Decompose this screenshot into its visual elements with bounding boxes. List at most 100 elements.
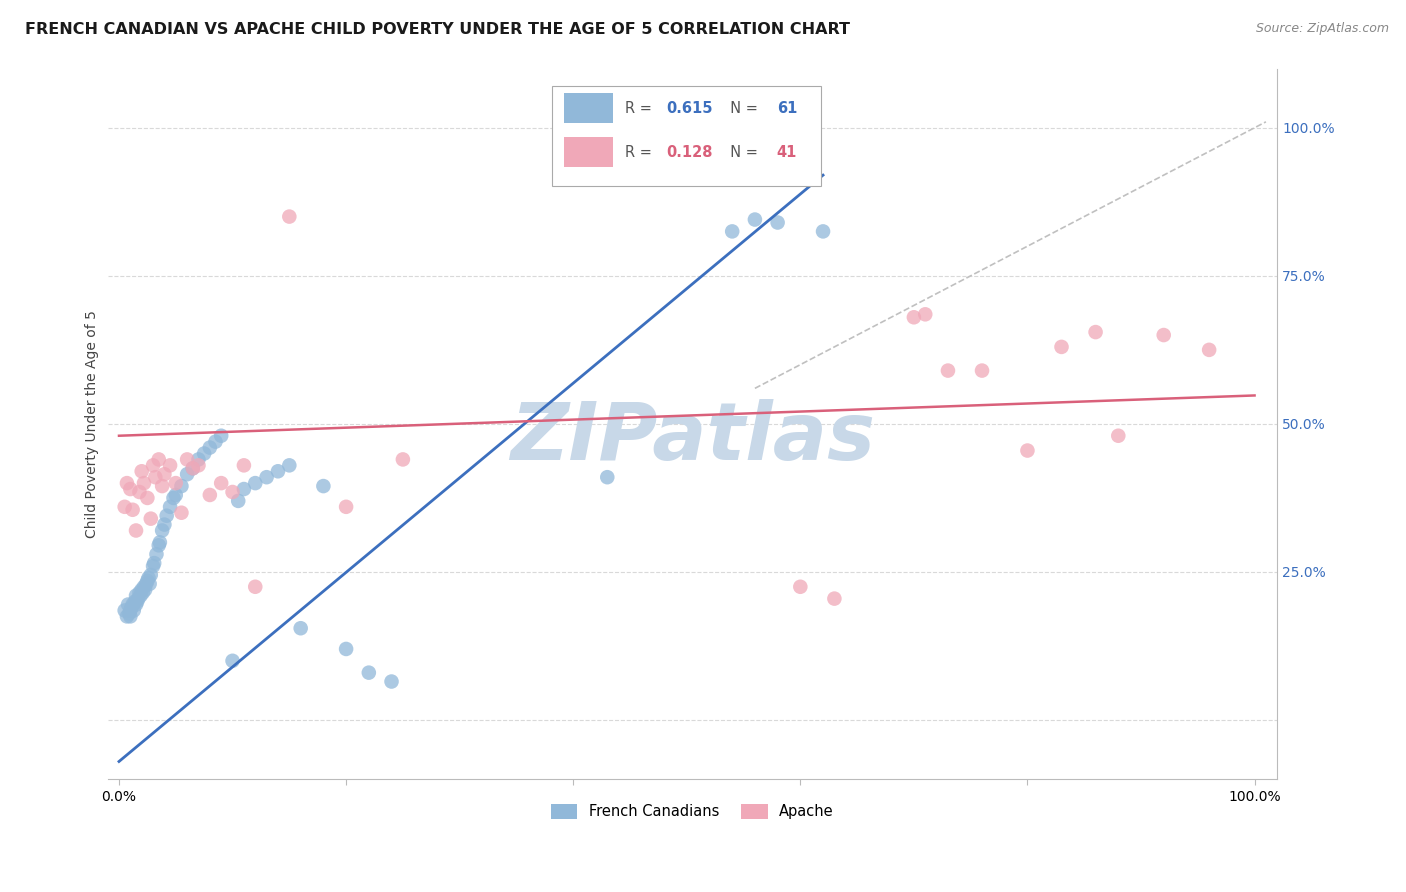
Point bbox=[823, 591, 845, 606]
Point bbox=[136, 574, 159, 588]
Point bbox=[132, 580, 155, 594]
Point bbox=[132, 585, 155, 599]
Point bbox=[198, 441, 221, 455]
Point bbox=[1050, 340, 1073, 354]
Point bbox=[131, 582, 153, 597]
Text: Source: ZipAtlas.com: Source: ZipAtlas.com bbox=[1256, 22, 1389, 36]
Point bbox=[128, 485, 150, 500]
Point bbox=[970, 363, 993, 377]
Point bbox=[335, 500, 357, 514]
Point bbox=[209, 476, 232, 491]
Point bbox=[142, 559, 165, 574]
Point bbox=[125, 598, 148, 612]
Point bbox=[114, 500, 136, 514]
Point bbox=[170, 506, 193, 520]
Point bbox=[198, 488, 221, 502]
Point bbox=[232, 482, 254, 496]
Point bbox=[232, 458, 254, 473]
Point bbox=[142, 458, 165, 473]
Point bbox=[380, 674, 402, 689]
Point bbox=[1107, 428, 1129, 442]
Text: FRENCH CANADIAN VS APACHE CHILD POVERTY UNDER THE AGE OF 5 CORRELATION CHART: FRENCH CANADIAN VS APACHE CHILD POVERTY … bbox=[25, 22, 851, 37]
Point bbox=[150, 479, 173, 493]
Text: 0.128: 0.128 bbox=[666, 145, 713, 160]
Text: R =: R = bbox=[624, 101, 657, 116]
Point bbox=[131, 464, 153, 478]
Point bbox=[121, 598, 143, 612]
Point bbox=[134, 582, 156, 597]
Point bbox=[129, 589, 152, 603]
Point bbox=[187, 452, 209, 467]
Point bbox=[187, 458, 209, 473]
FancyBboxPatch shape bbox=[553, 87, 821, 186]
Point bbox=[120, 609, 142, 624]
Point bbox=[290, 621, 312, 635]
Point bbox=[209, 428, 232, 442]
Point bbox=[256, 470, 278, 484]
Point bbox=[278, 210, 301, 224]
Point bbox=[148, 452, 170, 467]
Point bbox=[156, 508, 179, 523]
Point bbox=[135, 576, 157, 591]
Point bbox=[121, 502, 143, 516]
Point bbox=[139, 568, 162, 582]
Point bbox=[936, 363, 959, 377]
Point bbox=[127, 591, 149, 606]
Point bbox=[138, 571, 160, 585]
Text: N =: N = bbox=[720, 145, 762, 160]
Point bbox=[221, 654, 243, 668]
Point bbox=[181, 461, 204, 475]
Point bbox=[766, 215, 789, 229]
FancyBboxPatch shape bbox=[564, 137, 613, 168]
Point bbox=[1084, 325, 1107, 339]
Text: N =: N = bbox=[720, 101, 762, 116]
Point bbox=[145, 547, 167, 561]
Point bbox=[903, 310, 925, 325]
Point bbox=[120, 482, 142, 496]
Point bbox=[357, 665, 380, 680]
Point bbox=[914, 307, 936, 321]
Point bbox=[1017, 443, 1039, 458]
Text: R =: R = bbox=[624, 145, 657, 160]
Point bbox=[596, 470, 619, 484]
Point bbox=[165, 476, 187, 491]
Point bbox=[1198, 343, 1220, 357]
Point bbox=[159, 458, 181, 473]
Point bbox=[1153, 328, 1175, 343]
Point bbox=[114, 603, 136, 617]
Point bbox=[124, 594, 146, 608]
Point bbox=[139, 511, 162, 525]
Point bbox=[138, 576, 160, 591]
Point bbox=[392, 452, 415, 467]
Point bbox=[204, 434, 226, 449]
Point bbox=[132, 476, 155, 491]
Point bbox=[312, 479, 335, 493]
Text: 61: 61 bbox=[776, 101, 797, 116]
Point bbox=[127, 594, 149, 608]
Point bbox=[267, 464, 290, 478]
Point bbox=[153, 467, 176, 482]
FancyBboxPatch shape bbox=[564, 94, 613, 123]
Point bbox=[170, 479, 193, 493]
Point bbox=[125, 524, 148, 538]
Point bbox=[117, 598, 139, 612]
Point bbox=[181, 461, 204, 475]
Point bbox=[335, 642, 357, 657]
Point bbox=[120, 603, 142, 617]
Point bbox=[176, 452, 198, 467]
Point bbox=[245, 476, 267, 491]
Point bbox=[226, 494, 249, 508]
Y-axis label: Child Poverty Under the Age of 5: Child Poverty Under the Age of 5 bbox=[86, 310, 100, 538]
Point bbox=[128, 585, 150, 599]
Text: ZIPatlas: ZIPatlas bbox=[510, 399, 875, 477]
Point bbox=[143, 470, 166, 484]
Point bbox=[121, 600, 143, 615]
Point bbox=[118, 607, 141, 621]
Point bbox=[162, 491, 184, 505]
Point bbox=[148, 538, 170, 552]
Point bbox=[115, 476, 138, 491]
Point bbox=[744, 212, 766, 227]
Point bbox=[153, 517, 176, 532]
Point bbox=[136, 491, 159, 505]
Point bbox=[221, 485, 243, 500]
